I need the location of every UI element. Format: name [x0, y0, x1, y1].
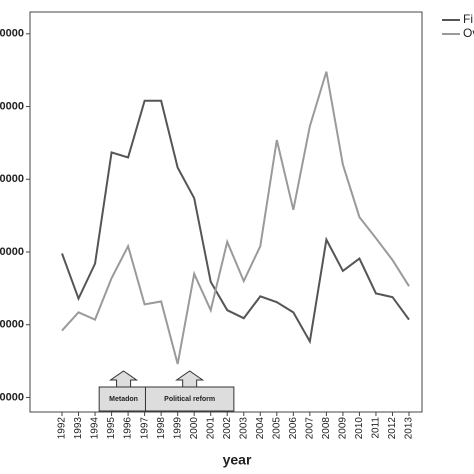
x-axis-label: year: [223, 452, 252, 468]
plot-frame: [29, 11, 423, 413]
y-tick-label: 40000: [0, 173, 24, 185]
x-tick-label: 1998: [156, 417, 167, 440]
legend-label: Fi: [463, 12, 473, 26]
x-tick-label: 2004: [255, 417, 266, 440]
x-tick-label: 1997: [139, 417, 150, 440]
x-tick-label: 2007: [304, 417, 315, 440]
y-tick-label: 20000: [0, 319, 24, 331]
x-tick-label: 1995: [106, 417, 117, 440]
annotation-text: Political reform: [164, 396, 215, 403]
x-tick-label: 2005: [271, 417, 282, 440]
y-tick-label: 10000: [0, 391, 24, 403]
annotation: Political reform: [144, 370, 235, 412]
x-tick-label: 1996: [123, 417, 134, 440]
x-tick-label: 2006: [288, 417, 299, 440]
annotation: Metadon: [98, 370, 149, 412]
annotation-arrow: [175, 370, 205, 387]
x-tick-label: 1994: [90, 417, 101, 440]
y-tick-label: 30000: [0, 246, 24, 258]
x-tick-label: 1993: [73, 417, 84, 440]
series-line: [61, 71, 410, 365]
x-tick-label: 1992: [57, 417, 68, 440]
annotation-arrow: [108, 370, 139, 387]
legend-label: Ov: [463, 26, 474, 40]
x-tick-label: 2008: [321, 417, 332, 440]
x-tick-label: 2011: [371, 417, 382, 439]
y-tick-label: 60000: [0, 28, 24, 40]
x-tick-label: 2002: [222, 417, 233, 440]
x-tick-label: 2003: [238, 417, 249, 440]
x-tick-label: 2012: [387, 417, 398, 440]
annotation-box: [144, 386, 235, 412]
series-line: [61, 99, 410, 345]
x-tick-label: 2010: [354, 417, 365, 440]
x-tick-label: 2001: [205, 417, 216, 440]
x-tick-label: 2009: [338, 417, 349, 440]
x-tick-label: 2013: [404, 417, 415, 440]
x-tick-label: 2000: [189, 417, 200, 440]
x-tick-label: 1999: [172, 417, 183, 440]
y-tick-label: 50000: [0, 100, 24, 112]
annotation-text: Metadon: [109, 396, 138, 403]
